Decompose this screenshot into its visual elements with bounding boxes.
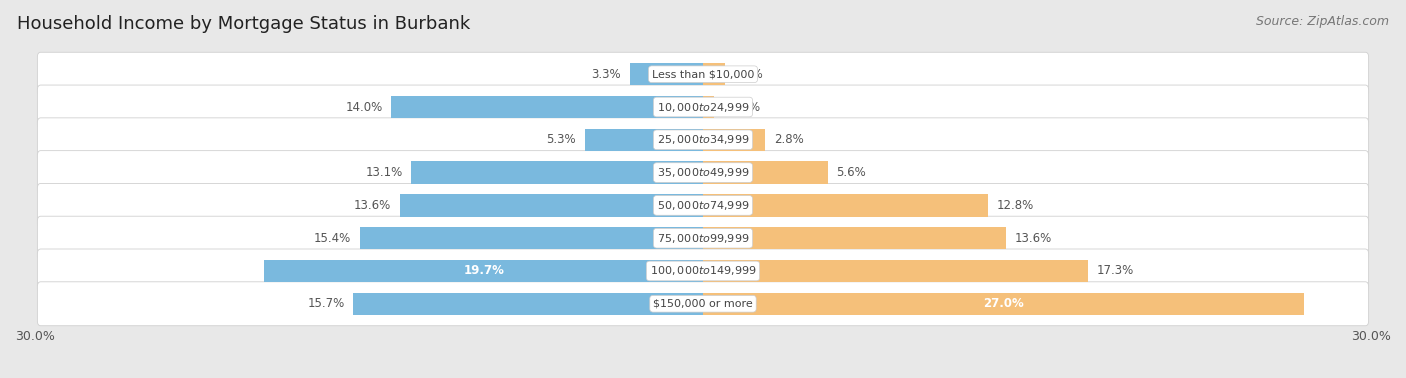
Bar — [391, 96, 703, 118]
Text: 13.6%: 13.6% — [1015, 232, 1052, 245]
FancyBboxPatch shape — [38, 216, 1368, 260]
Text: Source: ZipAtlas.com: Source: ZipAtlas.com — [1256, 15, 1389, 28]
Text: 27.0%: 27.0% — [983, 297, 1024, 310]
FancyBboxPatch shape — [38, 118, 1368, 162]
Text: 1.0%: 1.0% — [734, 68, 763, 81]
Text: 5.3%: 5.3% — [547, 133, 576, 146]
Bar — [703, 194, 988, 217]
Text: 5.6%: 5.6% — [837, 166, 866, 179]
Bar — [585, 129, 703, 151]
Text: 15.4%: 15.4% — [314, 232, 352, 245]
Text: 14.0%: 14.0% — [346, 101, 382, 113]
Bar — [703, 227, 1005, 249]
FancyBboxPatch shape — [38, 249, 1368, 293]
Text: 13.6%: 13.6% — [354, 199, 391, 212]
Text: 0.51%: 0.51% — [723, 101, 761, 113]
Text: $35,000 to $49,999: $35,000 to $49,999 — [657, 166, 749, 179]
FancyBboxPatch shape — [38, 151, 1368, 195]
Text: $10,000 to $24,999: $10,000 to $24,999 — [657, 101, 749, 113]
Bar — [264, 260, 703, 282]
Text: 19.7%: 19.7% — [464, 265, 505, 277]
Text: $25,000 to $34,999: $25,000 to $34,999 — [657, 133, 749, 146]
Text: 17.3%: 17.3% — [1097, 265, 1135, 277]
Text: Household Income by Mortgage Status in Burbank: Household Income by Mortgage Status in B… — [17, 15, 470, 33]
Bar — [703, 161, 828, 184]
FancyBboxPatch shape — [38, 183, 1368, 227]
Text: $75,000 to $99,999: $75,000 to $99,999 — [657, 232, 749, 245]
FancyBboxPatch shape — [38, 85, 1368, 129]
Text: 2.8%: 2.8% — [775, 133, 804, 146]
Bar — [401, 194, 703, 217]
Bar — [703, 63, 725, 85]
Bar — [703, 293, 1303, 315]
Text: 12.8%: 12.8% — [997, 199, 1033, 212]
Text: 13.1%: 13.1% — [366, 166, 402, 179]
Bar — [412, 161, 703, 184]
Text: $50,000 to $74,999: $50,000 to $74,999 — [657, 199, 749, 212]
Bar — [353, 293, 703, 315]
Bar — [703, 260, 1088, 282]
Bar — [630, 63, 703, 85]
Text: 15.7%: 15.7% — [308, 297, 344, 310]
Bar — [360, 227, 703, 249]
FancyBboxPatch shape — [38, 52, 1368, 96]
FancyBboxPatch shape — [38, 282, 1368, 326]
Text: $100,000 to $149,999: $100,000 to $149,999 — [650, 265, 756, 277]
Text: Less than $10,000: Less than $10,000 — [652, 69, 754, 79]
Bar — [703, 96, 714, 118]
Bar — [703, 129, 765, 151]
Text: $150,000 or more: $150,000 or more — [654, 299, 752, 309]
Text: 3.3%: 3.3% — [591, 68, 620, 81]
